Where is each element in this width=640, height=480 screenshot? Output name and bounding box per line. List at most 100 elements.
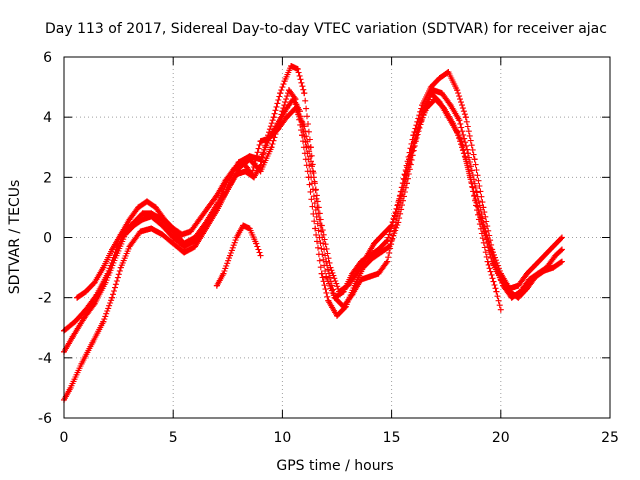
data-point (414, 126, 421, 133)
data-point (283, 114, 290, 121)
data-point (240, 159, 247, 166)
chart-title: Day 113 of 2017, Sidereal Day-to-day VTE… (45, 21, 607, 37)
data-point (257, 252, 264, 259)
data-point (170, 225, 177, 232)
data-point (384, 237, 391, 244)
data-point (316, 234, 323, 241)
data-point (220, 270, 227, 277)
data-point (388, 222, 395, 229)
data-point (281, 78, 288, 85)
data-point (471, 156, 478, 163)
data-point (226, 252, 233, 259)
data-point (318, 270, 325, 277)
data-point (506, 285, 513, 292)
data-point (109, 246, 116, 253)
data-point (423, 105, 430, 112)
data-point (467, 174, 474, 181)
data-point (386, 243, 393, 250)
data-point (482, 228, 489, 235)
data-point (532, 261, 539, 268)
data-point (246, 153, 253, 160)
data-point (334, 312, 340, 319)
data-point (351, 282, 358, 289)
data-point (126, 216, 133, 223)
data-point (93, 291, 100, 298)
data-point (550, 243, 557, 250)
data-point (353, 270, 360, 277)
y-tick-label: 0 (43, 231, 52, 247)
data-point (257, 168, 264, 175)
data-point (135, 204, 142, 211)
data-point (558, 246, 565, 253)
data-point (449, 120, 456, 127)
data-point (139, 216, 146, 223)
plus-marker-trail (213, 222, 263, 289)
data-point (475, 216, 482, 223)
data-point (384, 258, 391, 265)
y-tick-label: 4 (43, 110, 52, 126)
data-point (331, 294, 338, 301)
data-point (277, 90, 284, 97)
y-tick-label: -6 (38, 411, 52, 427)
data-point (285, 87, 292, 94)
data-point (69, 333, 76, 340)
x-axis-label: GPS time / hours (276, 458, 393, 474)
axis-ticks: 0 5 10 15 20 25 -6 -4 -2 0 2 4 6 (38, 50, 619, 446)
x-tick-label: 25 (601, 430, 619, 446)
data-point (100, 264, 107, 271)
data-point (458, 138, 465, 145)
data-point (517, 288, 524, 295)
data-point (456, 117, 463, 124)
data-point (375, 246, 382, 253)
data-point (445, 69, 452, 76)
data-point (344, 282, 351, 289)
grid (64, 57, 610, 418)
y-tick-label: 6 (43, 50, 52, 66)
data-point (109, 294, 116, 301)
data-point (294, 66, 301, 73)
data-point (196, 216, 203, 223)
data-point (301, 90, 308, 97)
data-point (454, 87, 461, 94)
data-point (480, 204, 487, 211)
data-point (192, 234, 199, 241)
data-point (89, 339, 96, 346)
data-point (126, 243, 133, 250)
data-point (117, 231, 124, 238)
data-point (117, 264, 124, 271)
data-point (181, 249, 188, 256)
data-point (375, 270, 382, 277)
data-point (148, 210, 155, 217)
data-point (473, 189, 480, 196)
data-point (137, 228, 144, 235)
data-point (371, 240, 378, 247)
data-point (541, 252, 548, 259)
data-point (558, 258, 565, 265)
data-point (515, 282, 522, 289)
data-point (318, 222, 325, 229)
data-point (104, 270, 111, 277)
data-point (202, 219, 209, 226)
data-point (484, 258, 491, 265)
y-axis-label: SDTVAR / TECUs (7, 180, 23, 295)
data-point (100, 318, 107, 325)
y-tick-label: -2 (38, 291, 52, 307)
data-point (159, 231, 166, 238)
data-point (427, 84, 434, 91)
data-point (74, 294, 81, 301)
data-point (139, 210, 146, 217)
data-point (82, 306, 89, 313)
data-point (78, 360, 85, 367)
data-point (309, 168, 316, 175)
data-point (301, 123, 308, 130)
data-point (251, 174, 258, 181)
plus-marker-trail (74, 96, 503, 309)
data-point (192, 243, 199, 250)
data-point (397, 192, 404, 199)
data-series (61, 63, 565, 403)
data-point (447, 102, 454, 109)
data-point (438, 90, 445, 97)
data-point (432, 96, 439, 103)
data-point (552, 252, 559, 259)
plus-marker-trail (61, 69, 564, 334)
